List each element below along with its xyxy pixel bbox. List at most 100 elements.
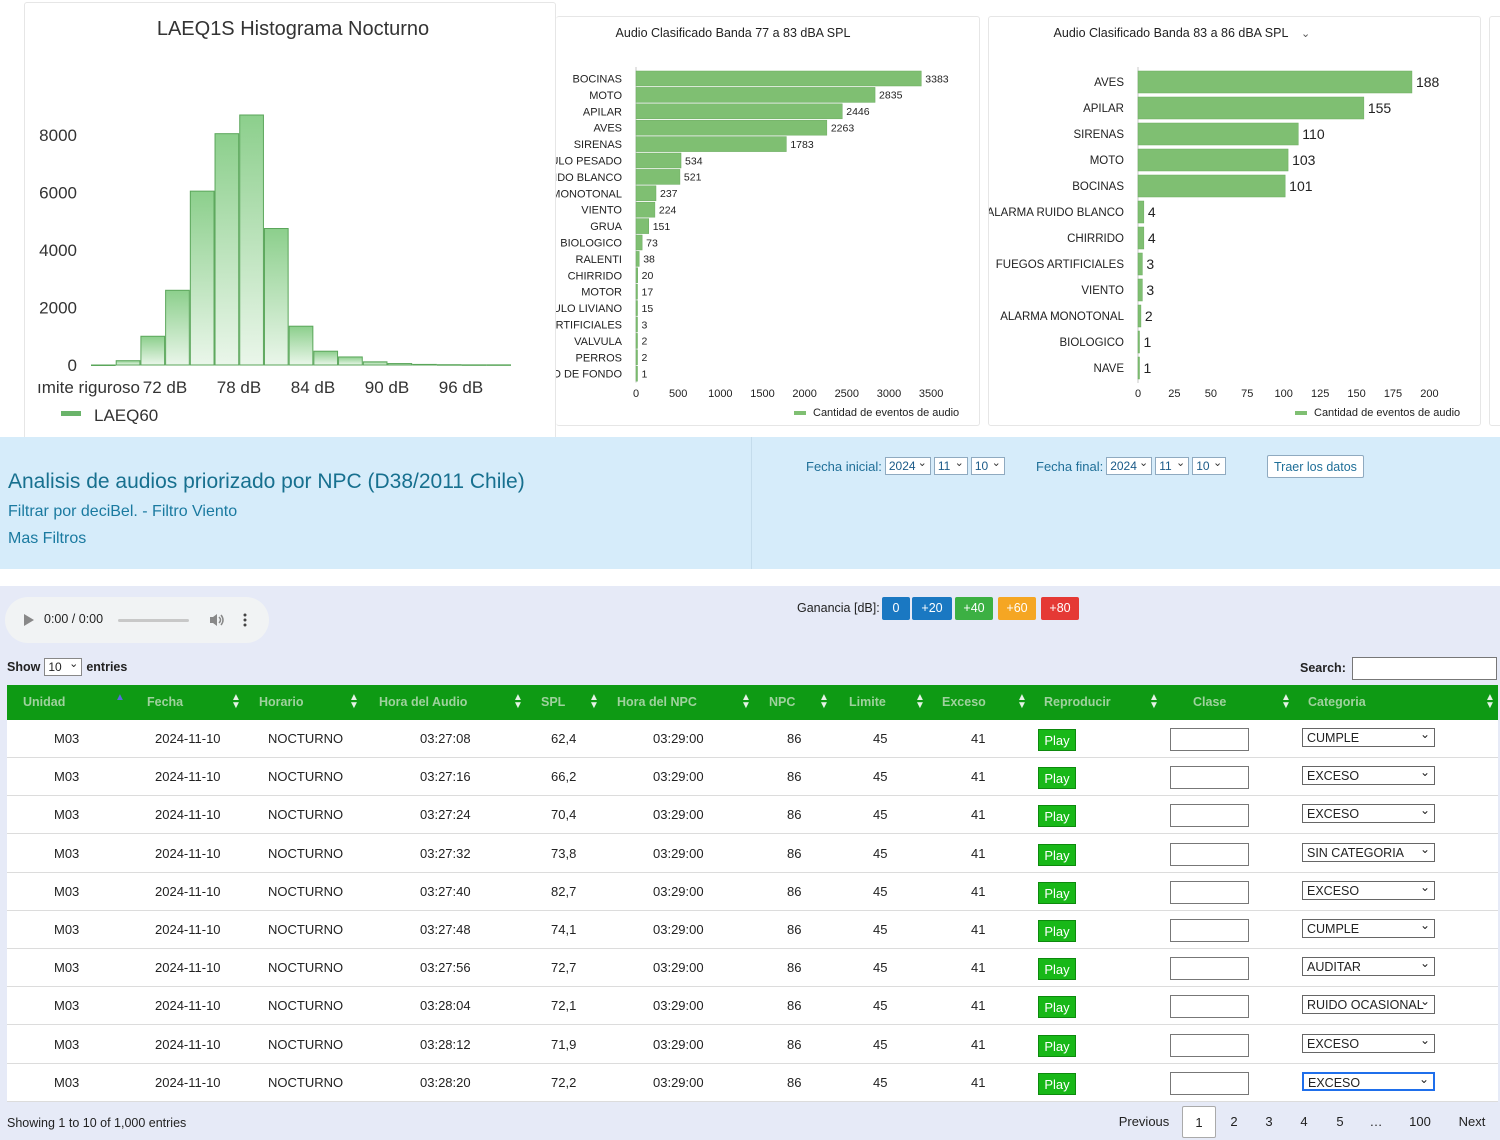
band77-bar <box>635 201 656 218</box>
categoria-select[interactable]: EXCESO <box>1302 764 1435 786</box>
column-header-spl[interactable]: SPL <box>541 695 566 709</box>
play-button[interactable]: Play <box>1038 920 1076 942</box>
entries-control: Show 10 entries <box>7 657 127 676</box>
next-page-button[interactable]: Next <box>1458 1114 1486 1129</box>
fetch-data-button[interactable]: Traer los datos <box>1267 455 1364 478</box>
categoria-select[interactable]: SIN CATEGORIA <box>1302 841 1435 862</box>
entries-select[interactable]: 10 <box>44 657 83 676</box>
categoria-select[interactable]: CUMPLE <box>1302 726 1435 747</box>
cell-limite: 45 <box>873 769 888 785</box>
end-month-select[interactable]: 11 <box>1155 456 1190 475</box>
more-filters-link[interactable]: Mas Filtros <box>8 530 87 547</box>
gain-0-button[interactable]: 0 <box>882 597 910 620</box>
column-header-categoria[interactable]: Categoria <box>1308 695 1366 709</box>
column-header-exceso[interactable]: Exceso <box>942 695 986 709</box>
categoria-select[interactable]: EXCESO <box>1302 1032 1435 1053</box>
clase-input[interactable] <box>1170 1033 1249 1057</box>
more-options-icon[interactable] <box>243 613 247 627</box>
page-button-5[interactable]: 5 <box>1336 1114 1344 1129</box>
clase-input[interactable] <box>1170 880 1249 904</box>
column-header-reproducir[interactable]: Reproducir <box>1044 695 1111 709</box>
column-header-npc[interactable]: NPC <box>769 695 796 709</box>
previous-page-button[interactable]: Previous <box>1118 1114 1170 1129</box>
column-header-clase[interactable]: Clase <box>1193 695 1227 709</box>
cell-hora-npc: 03:29:00 <box>653 769 704 785</box>
categoria-select[interactable]: EXCESO <box>1302 879 1435 900</box>
sort-both-icon[interactable]: ▲ ▼ <box>231 692 241 711</box>
start-month-select[interactable]: 11 <box>933 456 968 475</box>
column-header-hora-del-audio[interactable]: Hora del Audio <box>379 695 468 709</box>
clase-input[interactable] <box>1170 957 1249 981</box>
column-header-horario[interactable]: Horario <box>259 695 304 709</box>
sort-both-icon[interactable]: ▲ ▼ <box>819 692 829 711</box>
gain-80-button[interactable]: +80 <box>1041 597 1079 620</box>
categoria-select[interactable]: RUIDO OCASIONAL <box>1302 993 1435 1015</box>
page-button-2[interactable]: 2 <box>1230 1114 1238 1129</box>
page-button-100[interactable]: 100 <box>1409 1114 1431 1129</box>
histogram-bar <box>338 356 363 366</box>
band77-category-label: RALENTI <box>576 254 622 266</box>
clase-input[interactable] <box>1170 842 1249 866</box>
gain-20-button[interactable]: +20 <box>912 597 952 620</box>
categoria-select[interactable]: EXCESO <box>1302 802 1435 824</box>
page-button-4[interactable]: 4 <box>1300 1114 1308 1129</box>
start-day-select[interactable]: 10 <box>970 456 1005 475</box>
play-button[interactable]: Play <box>1038 1034 1076 1057</box>
sort-both-icon[interactable]: ▲ ▼ <box>1281 692 1291 711</box>
play-button[interactable]: Play <box>1038 729 1076 751</box>
categoria-select[interactable]: EXCESO <box>1302 1071 1435 1091</box>
play-button[interactable]: Play <box>1038 767 1076 790</box>
table-header: Unidad ▲ Fecha ▲ ▼ Horario ▲ ▼ Hora del Audio ▲ ▼ S… <box>7 685 1498 720</box>
end-day-select[interactable]: 10 <box>1192 456 1227 475</box>
table-row: M03 2024-11-10 NOCTURNO 03:27:08 62,4 03:29:0… <box>7 720 1498 758</box>
volume-icon[interactable] <box>209 613 225 627</box>
clase-input[interactable] <box>1170 1071 1249 1095</box>
end-year-select[interactable]: 2024 <box>1106 456 1153 475</box>
pagination-ellipsis: … <box>1369 1114 1383 1129</box>
filter-decibel-link[interactable]: Filtrar por deciBel. - Filtro Viento <box>8 503 238 520</box>
cell-npc: 86 <box>787 1036 802 1052</box>
categoria-select[interactable]: CUMPLE <box>1302 917 1435 938</box>
play-button[interactable]: Play <box>1038 958 1076 981</box>
column-header-fecha[interactable]: Fecha <box>147 695 184 709</box>
cell-unidad: M03 <box>54 1074 80 1090</box>
band77-bar <box>635 152 682 169</box>
sort-both-icon[interactable]: ▲ ▼ <box>915 692 925 711</box>
band77-panel: Audio Clasificado Banda 77 a 83 dBA SPL 3… <box>556 16 980 426</box>
sort-both-icon[interactable]: ▲ ▼ <box>349 692 359 711</box>
band77-bar <box>635 218 649 234</box>
column-header-limite[interactable]: Limite <box>849 695 886 709</box>
player-progress-bar[interactable] <box>118 619 189 622</box>
sort-both-icon[interactable]: ▲ ▼ <box>1485 692 1495 711</box>
clase-input[interactable] <box>1170 804 1249 828</box>
sort-both-icon[interactable]: ▲ ▼ <box>1017 692 1027 711</box>
page-button-3[interactable]: 3 <box>1265 1114 1273 1129</box>
clase-input[interactable] <box>1170 728 1249 751</box>
page-button-1[interactable]: 1 <box>1182 1106 1216 1138</box>
search-input[interactable] <box>1352 657 1497 680</box>
sort-asc-icon[interactable]: ▲ <box>115 692 125 703</box>
play-icon[interactable] <box>23 614 35 626</box>
play-button[interactable]: Play <box>1038 881 1076 904</box>
clase-input[interactable] <box>1170 919 1249 942</box>
play-button[interactable]: Play <box>1038 843 1076 866</box>
histogram-y-tick: 6000 <box>39 184 77 203</box>
clase-input[interactable] <box>1170 995 1249 1019</box>
clase-input[interactable] <box>1170 766 1249 790</box>
partial-panel <box>1489 16 1500 426</box>
start-year-select[interactable]: 2024 <box>884 456 931 475</box>
gain-60-button[interactable]: +60 <box>998 597 1036 620</box>
column-header-hora-del-npc[interactable]: Hora del NPC <box>617 695 697 709</box>
play-button[interactable]: Play <box>1038 1072 1076 1095</box>
column-header-unidad[interactable]: Unidad <box>23 695 66 709</box>
band77-bar <box>635 251 640 267</box>
sort-both-icon[interactable]: ▲ ▼ <box>513 692 523 711</box>
play-button[interactable]: Play <box>1038 805 1076 828</box>
categoria-select[interactable]: AUDITAR <box>1302 955 1435 977</box>
sort-both-icon[interactable]: ▲ ▼ <box>1149 692 1159 711</box>
sort-both-icon[interactable]: ▲ ▼ <box>741 692 751 711</box>
cell-spl: 71,9 <box>551 1036 577 1052</box>
gain-40-button[interactable]: +40 <box>955 597 993 620</box>
play-button[interactable]: Play <box>1038 996 1076 1019</box>
sort-both-icon[interactable]: ▲ ▼ <box>589 692 599 711</box>
